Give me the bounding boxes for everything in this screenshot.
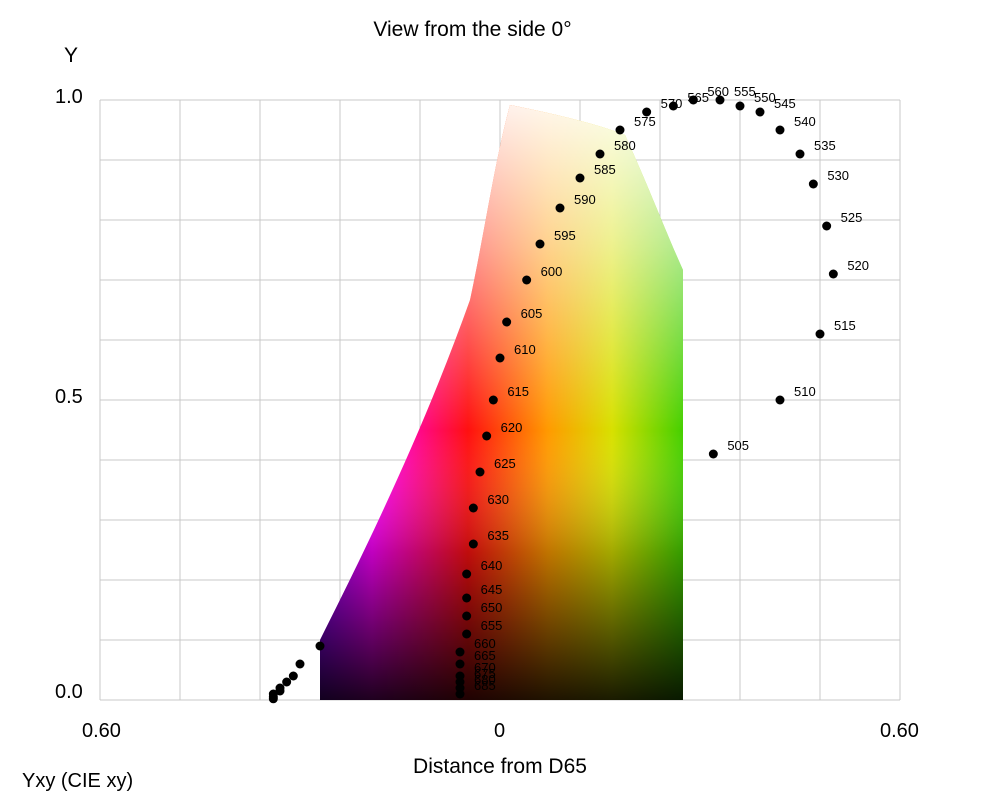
wavelength-label: 675 (474, 666, 496, 681)
spectral-point (495, 353, 505, 363)
wavelength-label: 605 (521, 306, 543, 321)
chart-title: View from the side 0° (373, 18, 572, 41)
wavelength-label: 580 (614, 138, 636, 153)
wavelength-label: 575 (634, 114, 656, 129)
wavelength-label: 680 (474, 672, 496, 687)
spectral-point (455, 647, 465, 657)
spectral-point (455, 659, 465, 669)
rgb-gamut-solid (320, 105, 683, 700)
spectral-point (555, 203, 565, 213)
wavelength-label: 540 (794, 114, 816, 129)
wavelength-label: 555 (734, 84, 756, 99)
wavelength-label: 570 (661, 96, 683, 111)
wavelength-label: 510 (794, 384, 816, 399)
wavelength-label: 650 (481, 600, 503, 615)
spectral-point (775, 395, 785, 405)
violet-point (295, 659, 305, 669)
wavelength-label: 600 (541, 264, 563, 279)
spectral-point (502, 317, 512, 327)
spectral-point (468, 503, 478, 513)
wavelength-label: 660 (474, 636, 496, 651)
spectral-point (808, 179, 818, 189)
wavelength-label: 615 (507, 384, 529, 399)
color-model-label: Yxy (CIE xy) (22, 770, 134, 792)
wavelength-label: 630 (487, 492, 509, 507)
y-tick-label: 0.0 (55, 681, 83, 703)
spectral-point (575, 173, 585, 183)
wavelength-label: 535 (814, 138, 836, 153)
wavelength-label: 565 (687, 90, 709, 105)
wavelength-label: 635 (487, 528, 509, 543)
spectral-point (755, 107, 765, 117)
spectral-point (668, 101, 678, 111)
x-tick-label: 0.60 (880, 720, 919, 742)
wavelength-label: 655 (481, 618, 503, 633)
spectral-point (468, 539, 478, 549)
wavelength-label: 645 (481, 582, 503, 597)
spectral-point (488, 395, 498, 405)
wavelength-label: 550 (754, 90, 776, 105)
violet-point (268, 694, 278, 704)
y-tick-label: 1.0 (55, 86, 83, 108)
x-tick-label: 0 (494, 720, 506, 742)
spectral-point (462, 593, 472, 603)
spectral-point (775, 125, 785, 135)
spectral-point (482, 431, 492, 441)
spectral-point (462, 629, 472, 639)
wavelength-label: 640 (481, 558, 503, 573)
violet-point (315, 641, 325, 651)
spectral-point (595, 149, 605, 159)
spectral-point (822, 221, 832, 231)
wavelength-label: 610 (514, 342, 536, 357)
spectral-point (475, 467, 485, 477)
spectral-point (642, 107, 652, 117)
wavelength-label: 560 (707, 84, 729, 99)
wavelength-label: 520 (847, 258, 869, 273)
spectral-point (688, 95, 698, 105)
y-axis-label: Y (64, 44, 79, 67)
spectral-point (715, 95, 725, 105)
spectral-point (455, 689, 465, 699)
wavelength-label: 590 (574, 192, 596, 207)
spectral-point (708, 449, 718, 459)
wavelength-label: 545 (774, 96, 796, 111)
wavelength-label: 505 (727, 438, 749, 453)
wavelength-label: 685 (474, 678, 496, 693)
y-tick-label: 0.5 (55, 386, 83, 408)
spectral-point (462, 569, 472, 579)
x-tick-label: 0.60 (82, 720, 121, 742)
wavelength-label: 525 (841, 210, 863, 225)
spectral-point (735, 101, 745, 111)
spectral-point (795, 149, 805, 159)
spectral-point (522, 275, 532, 285)
wavelength-label: 515 (834, 318, 856, 333)
spectral-point (815, 329, 825, 339)
spectral-point (615, 125, 625, 135)
wavelength-label: 670 (474, 660, 496, 675)
wavelength-label: 530 (827, 168, 849, 183)
spectral-point (535, 239, 545, 249)
x-axis-label: Distance from D65 (413, 755, 587, 778)
wavelength-label: 585 (594, 162, 616, 177)
spectral-point (462, 611, 472, 621)
wavelength-label: 595 (554, 228, 576, 243)
violet-point (288, 671, 298, 681)
wavelength-label: 620 (501, 420, 523, 435)
spectral-point (828, 269, 838, 279)
wavelength-label: 665 (474, 648, 496, 663)
violet-point (282, 677, 292, 687)
wavelength-label: 625 (494, 456, 516, 471)
